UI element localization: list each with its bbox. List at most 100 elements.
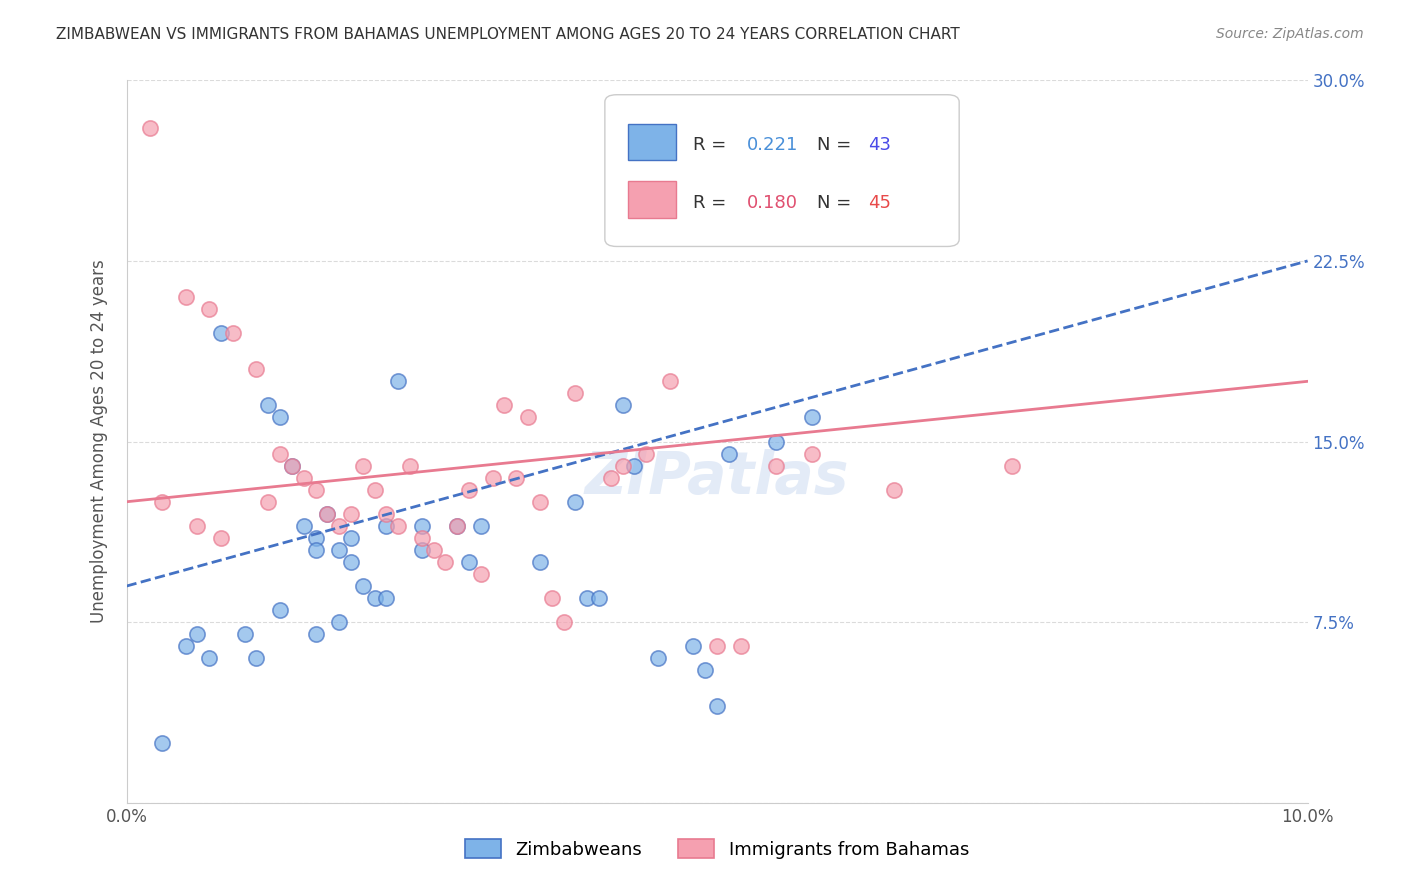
Point [245,362,267,376]
Point [765,458,787,473]
Point [458,555,481,569]
Point [623,458,645,473]
Point [387,518,409,533]
Point [411,542,433,557]
Point [1001,458,1024,473]
Point [494,398,516,412]
Point [682,639,704,653]
Point [363,483,385,497]
Point [209,326,232,340]
Text: 0.221: 0.221 [747,136,799,154]
Y-axis label: Unemployment Among Ages 20 to 24 years: Unemployment Among Ages 20 to 24 years [90,260,108,624]
Point [233,627,256,641]
Point [328,518,350,533]
Point [540,591,562,605]
Point [328,542,350,557]
Point [800,446,823,460]
Point [222,326,245,340]
Point [470,567,492,582]
Point [245,651,267,665]
Point [564,386,586,401]
Point [304,483,326,497]
Text: N =: N = [817,136,858,154]
Point [529,555,551,569]
Legend: Zimbabweans, Immigrants from Bahamas: Zimbabweans, Immigrants from Bahamas [458,832,976,866]
Point [695,664,717,678]
Point [422,542,444,557]
Point [553,615,575,630]
Point [706,639,728,653]
Point [765,434,787,449]
FancyBboxPatch shape [628,181,676,218]
Text: 45: 45 [869,194,891,212]
Point [411,531,433,545]
Point [470,518,492,533]
Text: R =: R = [693,194,733,212]
Point [588,591,610,605]
Point [636,446,658,460]
Point [174,639,197,653]
Point [399,458,422,473]
Point [411,518,433,533]
Text: ZIMBABWEAN VS IMMIGRANTS FROM BAHAMAS UNEMPLOYMENT AMONG AGES 20 TO 24 YEARS COR: ZIMBABWEAN VS IMMIGRANTS FROM BAHAMAS UN… [56,27,960,42]
Point [599,470,621,484]
Point [446,518,468,533]
Point [316,507,339,521]
Point [269,446,291,460]
Text: 43: 43 [869,136,891,154]
Point [481,470,503,484]
Point [434,555,457,569]
Point [328,615,350,630]
Point [446,518,468,533]
Point [281,458,304,473]
Point [612,458,634,473]
Point [458,483,481,497]
Point [198,651,221,665]
Point [269,410,291,425]
FancyBboxPatch shape [605,95,959,246]
Point [257,398,280,412]
Point [576,591,599,605]
Point [363,591,385,605]
Point [150,735,173,749]
Point [174,290,197,304]
Point [730,639,752,653]
Point [647,651,669,665]
Point [706,699,728,714]
Point [340,555,363,569]
Point [304,531,326,545]
Text: N =: N = [817,194,858,212]
Point [269,603,291,617]
Point [139,121,162,136]
Point [304,542,326,557]
FancyBboxPatch shape [628,124,676,160]
Text: ZIPatlas: ZIPatlas [585,450,849,506]
Point [209,531,232,545]
Point [292,518,315,533]
Point [186,627,208,641]
Point [281,458,304,473]
Point [340,507,363,521]
Point [375,518,398,533]
Point [352,579,374,593]
Point [292,470,315,484]
Point [375,591,398,605]
Text: R =: R = [693,136,733,154]
Point [529,494,551,508]
Point [658,374,681,388]
Point [340,531,363,545]
Point [717,446,740,460]
Point [883,483,905,497]
Point [612,398,634,412]
Point [352,458,374,473]
Point [387,374,409,388]
Point [505,470,527,484]
Point [564,494,586,508]
Point [375,507,398,521]
Point [198,301,221,317]
Point [186,518,208,533]
Text: 0.180: 0.180 [747,194,797,212]
Text: Source: ZipAtlas.com: Source: ZipAtlas.com [1216,27,1364,41]
Point [517,410,540,425]
Point [150,494,173,508]
